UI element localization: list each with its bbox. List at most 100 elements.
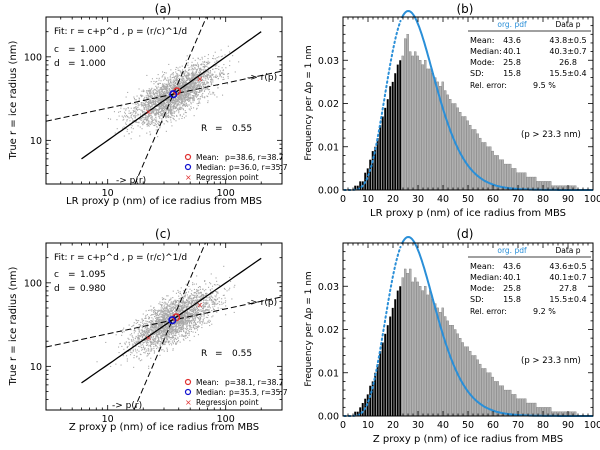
scatter-point bbox=[141, 116, 143, 118]
scatter-point bbox=[186, 86, 188, 88]
scatter-point bbox=[186, 319, 188, 321]
scatter-point bbox=[161, 92, 163, 94]
scatter-point bbox=[157, 122, 159, 124]
scatter-point bbox=[140, 334, 142, 336]
scatter-point bbox=[159, 341, 161, 343]
scatter-point bbox=[159, 333, 161, 335]
scatter-point bbox=[177, 100, 179, 102]
scatter-point bbox=[177, 75, 179, 77]
scatter-point bbox=[144, 103, 146, 105]
scatter-point bbox=[185, 94, 187, 96]
scatter-point bbox=[135, 120, 137, 122]
scatter-point bbox=[163, 88, 165, 90]
scatter-point bbox=[167, 325, 169, 327]
scatter-point bbox=[201, 58, 203, 60]
scatter-point bbox=[157, 341, 159, 343]
scatter-point bbox=[127, 337, 129, 339]
scatter-point bbox=[181, 115, 183, 117]
histogram-bar bbox=[374, 146, 377, 190]
scatter-point bbox=[149, 134, 151, 136]
scatter-point bbox=[189, 92, 191, 94]
scatter-point bbox=[213, 303, 215, 305]
scatter-point bbox=[155, 108, 157, 110]
scatter-point bbox=[146, 341, 148, 343]
scatter-point bbox=[141, 102, 143, 104]
histogram-bar bbox=[474, 129, 477, 191]
scatter-point bbox=[153, 118, 155, 120]
scatter-point bbox=[179, 115, 181, 117]
scatter-point bbox=[169, 312, 171, 314]
scatter-point bbox=[138, 338, 140, 340]
scatter-point bbox=[187, 76, 189, 78]
scatter-point bbox=[156, 94, 158, 96]
panel-a-rp-label: -> r(p) bbox=[247, 73, 277, 83]
scatter-point bbox=[160, 103, 162, 105]
scatter-point bbox=[158, 120, 160, 122]
scatter-point bbox=[140, 344, 142, 346]
scatter-point bbox=[158, 106, 160, 108]
scatter-point bbox=[227, 77, 229, 79]
scatter-point bbox=[175, 328, 177, 330]
scatter-point bbox=[193, 313, 195, 315]
scatter-point bbox=[206, 65, 208, 67]
scatter-point bbox=[140, 103, 142, 105]
scatter-point bbox=[132, 112, 134, 114]
scatter-point bbox=[179, 297, 181, 299]
scatter-point bbox=[155, 314, 157, 316]
scatter-point bbox=[175, 300, 177, 302]
scatter-point bbox=[178, 295, 180, 297]
scatter-point bbox=[207, 78, 209, 80]
scatter-point bbox=[164, 83, 166, 85]
scatter-point bbox=[202, 63, 204, 65]
scatter-point bbox=[175, 89, 177, 91]
scatter-point bbox=[220, 308, 222, 310]
scatter-point bbox=[166, 335, 168, 337]
scatter-point bbox=[186, 301, 188, 303]
scatter-point bbox=[110, 118, 112, 120]
scatter-point bbox=[151, 325, 153, 327]
scatter-point bbox=[172, 80, 174, 82]
scatter-point bbox=[169, 110, 171, 112]
scatter-point bbox=[150, 116, 152, 118]
scatter-point bbox=[158, 105, 160, 107]
scatter-point bbox=[121, 115, 123, 117]
scatter-point bbox=[145, 332, 147, 334]
scatter-point bbox=[127, 128, 129, 130]
scatter-point bbox=[197, 77, 199, 79]
scatter-point bbox=[222, 94, 224, 96]
scatter-point bbox=[188, 93, 190, 95]
scatter-point bbox=[195, 292, 197, 294]
scatter-point bbox=[183, 318, 185, 320]
scatter-point bbox=[202, 83, 204, 85]
scatter-point bbox=[158, 332, 160, 334]
scatter-point bbox=[193, 72, 195, 74]
scatter-point bbox=[183, 96, 185, 98]
panel-a-c-eq: = bbox=[68, 45, 76, 55]
scatter-point bbox=[192, 65, 194, 67]
scatter-point bbox=[189, 100, 191, 102]
scatter-point bbox=[142, 348, 144, 350]
scatter-point bbox=[197, 62, 199, 64]
scatter-point bbox=[191, 84, 193, 86]
scatter-point bbox=[179, 70, 181, 72]
scatter-point bbox=[165, 313, 167, 315]
scatter-point bbox=[210, 295, 212, 297]
scatter-point bbox=[153, 94, 155, 96]
scatter-point bbox=[178, 101, 180, 103]
scatter-point bbox=[169, 97, 171, 99]
scatter-point bbox=[158, 337, 160, 339]
scatter-point bbox=[203, 66, 205, 68]
scatter-point bbox=[154, 313, 156, 315]
scatter-point bbox=[178, 83, 180, 85]
scatter-point bbox=[203, 317, 205, 319]
scatter-point bbox=[161, 112, 163, 114]
scatter-point bbox=[126, 120, 128, 122]
scatter-point bbox=[154, 123, 156, 125]
scatter-point bbox=[214, 61, 216, 63]
scatter-point bbox=[144, 336, 146, 338]
scatter-point bbox=[159, 100, 161, 102]
scatter-point bbox=[163, 333, 165, 335]
scatter-point bbox=[222, 70, 224, 72]
scatter-point bbox=[173, 118, 175, 120]
scatter-point bbox=[165, 113, 167, 115]
